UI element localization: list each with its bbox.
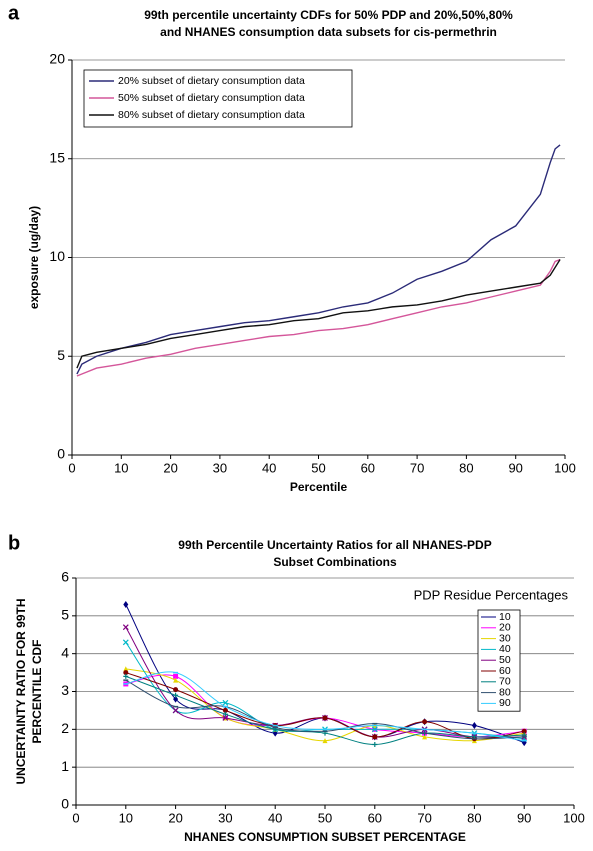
point xyxy=(173,695,179,703)
point xyxy=(123,673,129,679)
chart-title: 99th Percentile Uncertainty Ratios for a… xyxy=(178,538,491,552)
legend-label: 20 xyxy=(499,622,511,634)
x-tick-label: 0 xyxy=(72,810,79,825)
x-tick-label: 90 xyxy=(508,460,522,475)
point xyxy=(322,738,328,744)
x-tick-label: 20 xyxy=(163,460,177,475)
x-tick-label: 90 xyxy=(517,810,531,825)
y-tick-label: 1 xyxy=(61,758,69,774)
legend-label: 80% subset of dietary consumption data xyxy=(118,109,305,121)
legend-title: PDP Residue Percentages xyxy=(414,587,569,602)
x-tick-label: 40 xyxy=(268,810,282,825)
point xyxy=(172,707,179,714)
y-tick-label: 4 xyxy=(61,644,69,660)
point xyxy=(422,734,428,740)
y-tick-label: 2 xyxy=(61,720,69,736)
legend-label: 50 xyxy=(499,654,511,666)
point xyxy=(322,715,328,721)
x-tick-label: 70 xyxy=(410,460,424,475)
x-tick-label: 30 xyxy=(213,460,227,475)
legend-label: 10 xyxy=(499,611,511,623)
point xyxy=(123,670,129,676)
x-tick-label: 50 xyxy=(318,810,332,825)
x-tick-label: 80 xyxy=(467,810,481,825)
x-tick-label: 70 xyxy=(417,810,431,825)
y-tick-label: 5 xyxy=(61,607,69,623)
legend-box xyxy=(83,69,353,128)
point xyxy=(222,711,228,717)
point xyxy=(122,624,129,631)
x-tick-label: 60 xyxy=(368,810,382,825)
point xyxy=(123,600,129,608)
panel-label: b xyxy=(8,532,20,554)
y-tick-label: 20 xyxy=(49,51,65,67)
y-tick-label: 3 xyxy=(61,682,69,698)
point xyxy=(222,715,229,721)
point xyxy=(422,719,428,725)
legend-label: 90 xyxy=(499,697,511,709)
x-tick-label: 100 xyxy=(554,460,576,475)
y-tick-label: 15 xyxy=(49,149,65,165)
x-tick-label: 50 xyxy=(311,460,325,475)
series-line xyxy=(76,144,561,375)
point xyxy=(471,722,477,730)
y-tick-label: 6 xyxy=(61,569,69,585)
x-tick-label: 20 xyxy=(168,810,182,825)
y-tick-label: 0 xyxy=(61,796,69,812)
chart-title: and NHANES consumption data subsets for … xyxy=(160,25,497,39)
panel-label: a xyxy=(8,2,20,24)
y-axis-label: PERCENTILE CDF xyxy=(30,639,44,743)
legend-label: 30 xyxy=(499,632,511,644)
x-tick-label: 80 xyxy=(459,460,473,475)
y-tick-label: 0 xyxy=(57,446,65,462)
point xyxy=(521,728,527,734)
legend-label: 50% subset of dietary consumption data xyxy=(118,92,305,104)
point xyxy=(372,741,378,747)
x-axis-label: Percentile xyxy=(290,480,348,494)
point xyxy=(222,699,229,706)
chart-title: 99th percentile uncertainty CDFs for 50%… xyxy=(144,8,513,22)
point xyxy=(122,639,129,646)
x-tick-label: 30 xyxy=(218,810,232,825)
point xyxy=(371,726,378,733)
point xyxy=(173,692,179,698)
y-axis-label: exposure (ug/day) xyxy=(27,206,41,309)
x-tick-label: 0 xyxy=(68,460,75,475)
y-axis-label: UNCERTAINTY RATIO FOR 99TH xyxy=(14,598,28,784)
legend-label: 20% subset of dietary consumption data xyxy=(118,75,305,87)
series-line xyxy=(76,258,561,377)
x-tick-label: 60 xyxy=(361,460,375,475)
series-line xyxy=(76,259,561,369)
series-line xyxy=(125,604,525,744)
x-tick-label: 10 xyxy=(114,460,128,475)
x-tick-label: 40 xyxy=(262,460,276,475)
point xyxy=(173,677,179,683)
x-tick-label: 10 xyxy=(119,810,133,825)
series-line xyxy=(125,674,525,738)
legend-label: 40 xyxy=(499,643,511,655)
point xyxy=(222,707,228,713)
y-tick-label: 10 xyxy=(49,248,65,264)
legend-label: 60 xyxy=(499,665,511,677)
chart-title: Subset Combinations xyxy=(273,555,397,569)
legend-label: 80 xyxy=(499,686,511,698)
x-tick-label: 100 xyxy=(563,810,585,825)
point xyxy=(173,687,179,693)
y-tick-label: 5 xyxy=(57,347,65,363)
legend-label: 70 xyxy=(499,676,511,688)
point xyxy=(123,666,129,672)
series-line xyxy=(125,642,525,740)
x-axis-label: NHANES CONSUMPTION SUBSET PERCENTAGE xyxy=(184,830,466,844)
point xyxy=(173,673,179,679)
point xyxy=(372,734,378,740)
